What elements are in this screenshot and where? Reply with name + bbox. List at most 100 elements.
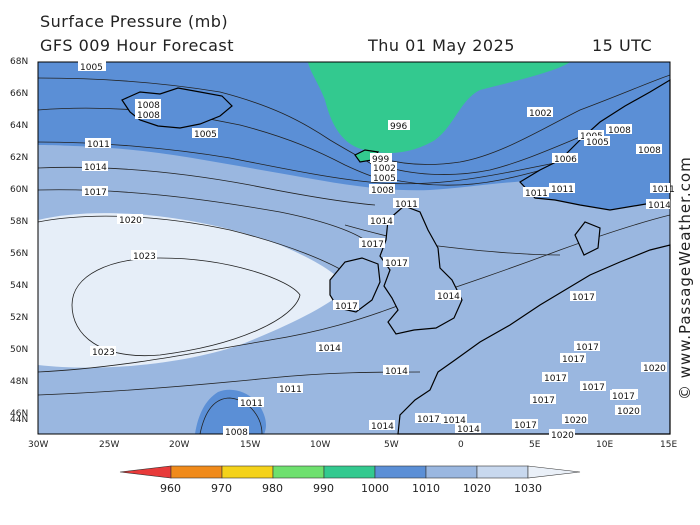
svg-text:1005: 1005 [373,174,396,184]
svg-text:1011: 1011 [279,385,302,395]
svg-text:1017: 1017 [576,343,599,353]
svg-text:1008: 1008 [137,111,160,121]
isobar-label: 1020 [641,362,667,374]
isobar-label: 1008 [135,99,161,111]
colorbar-cell [374,465,427,479]
lat-label: 60N [10,185,29,195]
svg-text:1011: 1011 [525,189,548,199]
svg-text:1017: 1017 [562,355,585,365]
colorbar-label: 980 [262,482,283,495]
isobar-label: 1011 [238,397,264,409]
isobar-label: 1020 [615,405,641,417]
isobar-label: 1017 [512,419,538,431]
lon-label: 5W [384,440,399,450]
great-britain [379,205,463,335]
colorbar-label: 1000 [361,482,389,495]
svg-text:1011: 1011 [395,200,418,210]
isobar-label: 1008 [636,144,662,156]
isobar-label: 1008 [223,426,249,438]
svg-text:1006: 1006 [554,155,577,165]
denmark [574,221,601,256]
svg-text:1020: 1020 [551,431,574,441]
svg-text:1014: 1014 [370,217,393,227]
lat-label: 62N [10,153,29,163]
isobar-label: 1017 [570,291,596,303]
svg-text:1005: 1005 [194,130,217,140]
svg-text:1023: 1023 [92,348,115,358]
isobar-label: 1020 [549,429,575,441]
isobar-label: 1017 [82,186,108,198]
isobar-label: 1006 [552,153,578,165]
isobar-label: 1017 [542,372,568,384]
isobar-label: 1017 [530,394,556,406]
isobar-label: 1017 [383,257,409,269]
isobar-label: 1011 [85,138,111,150]
isobar-label: 1011 [393,198,419,210]
svg-text:1008: 1008 [608,126,631,136]
colorbar-cell [170,465,223,479]
svg-text:1017: 1017 [335,302,358,312]
isobar-label: 1014 [82,161,108,173]
isobar-label: 1023 [90,346,116,358]
lat-label: 66N [10,89,29,99]
lon-label: 10E [596,440,614,450]
lon-label: 10W [310,440,331,450]
isobar-label: 1014 [646,199,671,211]
isobar-label: 996 [388,120,410,132]
low-996-region [308,62,570,153]
lon-label: 15W [240,440,261,450]
lat-label: 68N [10,57,29,67]
isobar-label: 1020 [117,214,143,226]
isobar-label: 1014 [316,342,342,354]
svg-text:1014: 1014 [371,422,394,432]
svg-text:1017: 1017 [361,240,384,250]
lon-label: 0 [458,440,464,450]
svg-text:1017: 1017 [582,383,605,393]
colorbar-cell [476,465,529,479]
colorbar-label: 960 [160,482,181,495]
isobar-label: 1014 [383,365,409,377]
lon-label: 5E [529,440,541,450]
svg-text:1014: 1014 [457,425,480,435]
svg-text:1008: 1008 [638,146,661,156]
isobar-label: 1017 [610,390,636,402]
lat-label: 54N [10,281,29,291]
isobar-label: 1005 [78,61,106,73]
svg-text:1011: 1011 [240,399,263,409]
svg-text:1023: 1023 [133,252,156,262]
svg-text:1014: 1014 [318,344,341,354]
isobar-label: 1017 [415,413,441,425]
isobar-label: 1002 [371,162,397,174]
svg-text:1005: 1005 [586,138,609,148]
colorbar-cell [221,465,274,479]
lon-label: 15E [660,440,678,450]
isobar-label: 1017 [580,381,606,393]
isobar-label: 1014 [441,414,467,426]
colorbar-label: 1010 [412,482,440,495]
isobar-label: 1008 [135,109,161,121]
isobar-label: 1014 [369,420,395,432]
svg-text:1014: 1014 [385,367,408,377]
isobar-label: 1017 [359,238,385,250]
svg-text:1017: 1017 [417,415,440,425]
colorbar-label: 1020 [463,482,491,495]
svg-text:1017: 1017 [514,421,537,431]
svg-text:996: 996 [390,122,407,132]
svg-text:1017: 1017 [84,188,107,198]
lon-label: 25W [99,440,120,450]
isobar-label: 1014 [435,290,461,302]
lat-label: 50N [10,345,29,355]
isobar-label: 1008 [369,184,395,196]
svg-text:1017: 1017 [572,293,595,303]
credit-text: © www.PassageWeather.com [676,156,694,400]
colorbar-high-arrow [527,465,581,479]
band-1020-1030-high [38,213,345,368]
svg-text:1017: 1017 [385,259,408,269]
svg-text:1020: 1020 [564,416,587,426]
isobar-label: 1023 [131,250,157,262]
colorbar [119,465,581,479]
chart-title-line2: GFS 009 Hour Forecast [40,36,235,55]
colorbar-cell [272,465,325,479]
isobar-label: 1005 [584,136,610,148]
